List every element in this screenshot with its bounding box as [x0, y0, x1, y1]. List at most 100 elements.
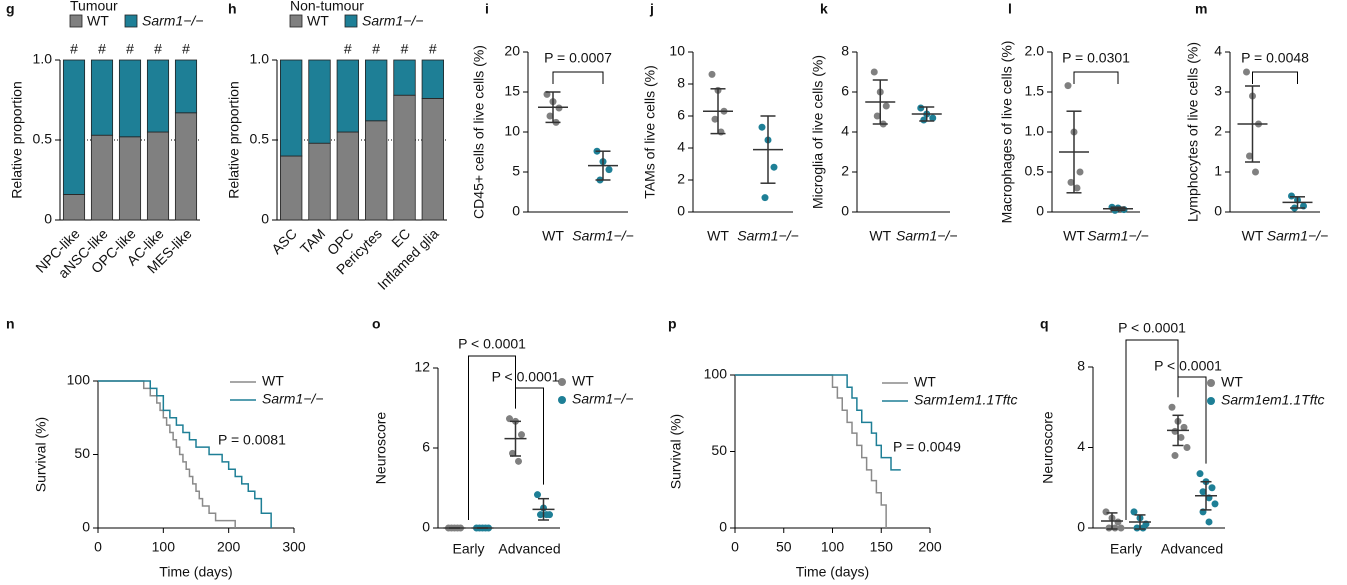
y-tick-label: 0	[512, 203, 520, 219]
y-axis-label: Relative proportion	[226, 81, 242, 199]
data-point	[917, 104, 925, 112]
y-axis-label: Neuroscore	[1040, 411, 1056, 484]
bar-segment	[279, 59, 303, 157]
y-tick-label: 4	[677, 139, 685, 155]
y-tick-label: 6	[422, 439, 430, 455]
significance-marker: #	[429, 41, 437, 57]
data-point	[1114, 518, 1122, 526]
panel-letter: l	[1008, 1, 1012, 17]
x-tick-label: 150	[870, 539, 894, 555]
y-tick-label: 0	[1036, 203, 1044, 219]
x-tick-label: Sarm1−/−	[1267, 228, 1328, 244]
data-point	[761, 194, 769, 202]
y-tick-label: 6	[677, 107, 685, 123]
legend-label: WT	[1221, 374, 1243, 390]
x-tick-label: WT	[1063, 228, 1085, 244]
legend-label: Sarm1em1.1Tftc	[914, 392, 1017, 408]
data-point	[506, 415, 513, 423]
bar-segment	[118, 59, 142, 138]
significance-bracket	[1252, 71, 1298, 84]
y-tick-label: 50	[711, 442, 727, 458]
legend-label: Sarm1−/−	[262, 391, 323, 407]
significance-bracket	[515, 387, 544, 485]
x-axis-label: Time (days)	[796, 564, 869, 580]
y-tick-label: 2	[677, 171, 685, 187]
p-value: P = 0.0049	[893, 439, 961, 455]
panel-title: Tumour	[70, 0, 118, 14]
data-point	[1199, 488, 1207, 496]
p-value: P = 0.0048	[1241, 50, 1309, 66]
survival-curve	[98, 380, 272, 528]
x-tick-label: Advanced	[498, 541, 560, 557]
data-point	[873, 112, 881, 120]
x-tick-label: Early	[453, 541, 485, 557]
y-tick-label: 2	[1214, 123, 1222, 139]
y-tick-label: 8	[841, 43, 849, 59]
y-tick-label: 3	[1214, 83, 1222, 99]
y-tick-label: 100	[704, 366, 728, 382]
bar-segment	[118, 136, 142, 221]
x-tick-label: Sarm1−/−	[896, 228, 957, 244]
p-value: P < 0.0001	[492, 369, 560, 385]
x-tick-label: WT	[542, 228, 564, 244]
significance-marker: #	[154, 41, 162, 57]
panel-letter: q	[1040, 316, 1049, 332]
y-axis-label: Relative proportion	[9, 81, 25, 199]
x-tick-label: Advanced	[1161, 541, 1223, 557]
y-axis-label: CD45+ cells of live cells (%)	[471, 45, 487, 219]
survival-curve	[98, 380, 236, 528]
data-point	[1196, 470, 1204, 478]
survival-curve	[735, 374, 901, 471]
x-tick-label: ASC	[268, 225, 300, 257]
y-tick-label: 2.0	[1025, 43, 1045, 59]
x-tick-label: WT	[869, 228, 891, 244]
y-tick-label: 0.5	[1025, 163, 1045, 179]
survival-curve	[735, 374, 887, 528]
data-point	[1252, 168, 1259, 176]
data-point	[1076, 168, 1084, 176]
y-tick-label: 100	[67, 372, 91, 388]
legend-swatch	[344, 14, 358, 28]
y-tick-label: 4	[1077, 438, 1085, 454]
significance-bracket	[1125, 339, 1179, 520]
data-point	[534, 491, 541, 499]
bar-segment	[308, 142, 331, 221]
y-tick-label: 10	[504, 123, 520, 139]
legend-label: Sarm1−/−	[362, 13, 423, 29]
data-point	[1067, 178, 1075, 186]
bar-segment	[90, 59, 114, 136]
legend-label: WT	[87, 13, 109, 29]
x-tick-label: 200	[217, 539, 241, 555]
significance-marker: #	[372, 41, 380, 57]
y-tick-label: 2	[841, 163, 849, 179]
data-point	[1183, 444, 1191, 451]
y-tick-label: 20	[504, 43, 520, 59]
legend-label: WT	[307, 13, 329, 29]
panel-letter: o	[372, 316, 381, 332]
bar-segment	[421, 98, 445, 221]
y-axis-label: TAMs of live cells (%)	[642, 65, 658, 199]
data-point	[537, 511, 544, 519]
legend-swatch	[558, 378, 566, 386]
data-point	[1064, 82, 1072, 90]
bar-segment	[174, 112, 198, 221]
legend-label: WT	[572, 373, 594, 389]
y-axis-label: Microglia of live cells (%)	[810, 55, 826, 209]
x-tick-label: TAM	[297, 225, 328, 256]
significance-marker: #	[344, 41, 352, 57]
data-point	[546, 112, 554, 120]
x-tick-label: 100	[152, 539, 176, 555]
y-tick-label: 0	[261, 211, 269, 227]
data-point	[1288, 192, 1295, 200]
data-point	[711, 115, 719, 123]
legend-swatch	[124, 14, 138, 28]
data-point	[882, 102, 890, 110]
data-point	[543, 511, 550, 519]
data-point	[758, 123, 766, 131]
data-point	[708, 70, 716, 78]
x-tick-label: WT	[707, 228, 729, 244]
y-axis-label: Survival (%)	[33, 417, 49, 492]
data-point	[870, 68, 878, 76]
significance-bracket	[1073, 71, 1119, 84]
data-point	[518, 431, 525, 439]
